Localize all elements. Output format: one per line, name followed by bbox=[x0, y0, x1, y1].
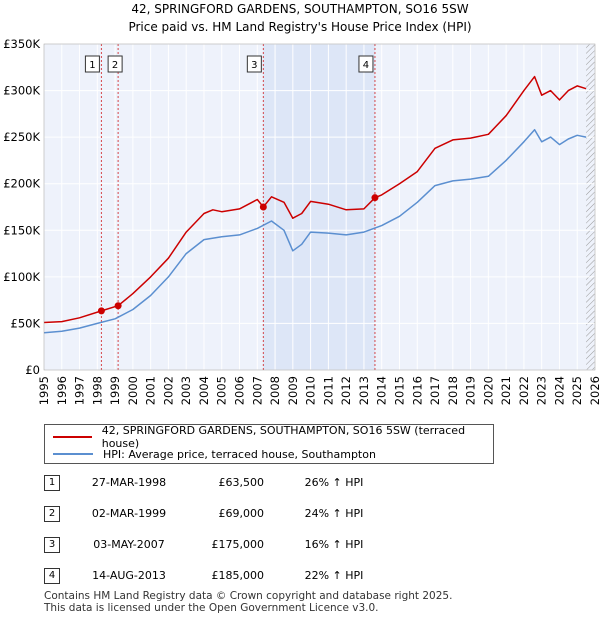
series-line bbox=[43, 75, 587, 324]
x-tick-label: 2009 bbox=[286, 376, 300, 405]
x-tick-label: 2020 bbox=[481, 376, 495, 405]
y-tick-label: £50K bbox=[11, 316, 41, 330]
legend-label-price-paid: 42, SPRINGFORD GARDENS, SOUTHAMPTON, SO1… bbox=[101, 424, 466, 450]
x-tick-label: 2011 bbox=[321, 376, 335, 405]
y-tick-label: £300K bbox=[3, 84, 40, 98]
marker-label: 1 bbox=[89, 60, 95, 71]
x-tick-label: 1997 bbox=[73, 376, 87, 405]
x-tick-label: 1998 bbox=[90, 376, 104, 405]
sale-point bbox=[97, 307, 105, 315]
x-tick-label: 2019 bbox=[464, 376, 478, 405]
marker-label: 2 bbox=[112, 60, 118, 71]
x-tick-label: 2023 bbox=[535, 376, 549, 405]
transaction-hpi-change: 26% ↑ HPI bbox=[304, 476, 364, 489]
x-tick-label: 2016 bbox=[410, 376, 424, 405]
transaction-price: £175,000 bbox=[211, 538, 265, 551]
y-tick-label: £350K bbox=[3, 37, 40, 51]
chart-title-line1: 42, SPRINGFORD GARDENS, SOUTHAMPTON, SO1… bbox=[131, 2, 469, 16]
footer-line-copyright: Contains HM Land Registry data © Crown c… bbox=[44, 590, 453, 602]
x-tick-label: 2001 bbox=[144, 376, 158, 405]
x-tick-label: 2013 bbox=[357, 376, 371, 405]
y-tick-label: £250K bbox=[3, 130, 40, 144]
x-tick-label: 1996 bbox=[55, 376, 69, 405]
x-tick-label: 1999 bbox=[108, 376, 122, 405]
sale-point bbox=[259, 203, 267, 211]
chart-legend: 42, SPRINGFORD GARDENS, SOUTHAMPTON, SO1… bbox=[44, 424, 494, 464]
table-row: 2 02-MAR-1999 £69,000 24% ↑ HPI bbox=[44, 503, 484, 525]
y-tick-label: £150K bbox=[3, 223, 40, 237]
footer-attribution: Contains HM Land Registry data © Crown c… bbox=[44, 590, 452, 614]
x-tick-label: 2021 bbox=[499, 376, 513, 405]
x-tick-label: 2005 bbox=[215, 376, 229, 405]
marker-label-box bbox=[107, 55, 123, 73]
x-tick-label: 2002 bbox=[161, 376, 175, 405]
x-tick-label: 2008 bbox=[268, 376, 282, 405]
x-tick-label: 2010 bbox=[304, 376, 318, 405]
legend-item-hpi: HPI: Average price, terraced house, Sout… bbox=[53, 446, 376, 462]
x-tick-label: 2015 bbox=[392, 376, 406, 405]
transaction-price: £69,000 bbox=[218, 507, 265, 520]
x-tick-label: 2007 bbox=[250, 376, 264, 405]
transaction-date: 03-MAY-2007 bbox=[93, 538, 165, 551]
marker-label-box bbox=[84, 55, 100, 73]
transaction-hpi-change: 16% ↑ HPI bbox=[304, 538, 364, 551]
chart-title-line2: Price paid vs. HM Land Registry's House … bbox=[128, 20, 472, 34]
legend-line-hpi bbox=[53, 453, 93, 455]
transaction-date: 02-MAR-1999 bbox=[91, 507, 167, 520]
transaction-number-badge: 2 bbox=[44, 506, 60, 522]
legend-label-hpi: HPI: Average price, terraced house, Sout… bbox=[103, 447, 376, 461]
table-row: 3 03-MAY-2007 £175,000 16% ↑ HPI bbox=[44, 534, 484, 556]
x-tick-label: 2012 bbox=[339, 376, 353, 405]
legend-line-price-paid bbox=[53, 436, 92, 438]
x-tick-label: 2003 bbox=[179, 376, 193, 405]
sale-point bbox=[114, 302, 122, 310]
legend-item-price-paid: 42, SPRINGFORD GARDENS, SOUTHAMPTON, SO1… bbox=[53, 424, 493, 450]
plot-frame bbox=[43, 43, 596, 371]
transaction-number-badge: 1 bbox=[44, 475, 60, 491]
transaction-number-badge: 4 bbox=[44, 568, 60, 584]
x-tick-label: 2014 bbox=[375, 376, 389, 405]
y-tick-label: £200K bbox=[3, 177, 40, 191]
sale-point bbox=[371, 194, 379, 202]
x-tick-label: 2017 bbox=[428, 376, 442, 405]
marker-label: 3 bbox=[251, 60, 257, 71]
x-tick-label: 2004 bbox=[197, 376, 211, 405]
marker-label: 4 bbox=[363, 60, 369, 71]
x-tick-label: 2006 bbox=[233, 376, 247, 405]
shaded-period bbox=[263, 44, 375, 370]
transaction-price: £63,500 bbox=[218, 476, 265, 489]
x-tick-label: 2000 bbox=[126, 376, 140, 405]
footer-line-licence: This data is licensed under the Open Gov… bbox=[44, 602, 379, 614]
y-tick-label: £100K bbox=[3, 270, 40, 284]
transaction-hpi-change: 24% ↑ HPI bbox=[304, 507, 364, 520]
x-tick-label: 2022 bbox=[517, 376, 531, 405]
table-row: 4 14-AUG-2013 £185,000 22% ↑ HPI bbox=[44, 565, 484, 587]
transaction-date: 14-AUG-2013 bbox=[92, 569, 166, 582]
x-tick-label: 2018 bbox=[446, 376, 460, 405]
transaction-hpi-change: 22% ↑ HPI bbox=[304, 569, 364, 582]
x-tick-label: 2026 bbox=[588, 376, 600, 405]
series-line bbox=[43, 128, 587, 334]
price-chart: £0 £50K £100K £150K £200K £250K £300K £350K 1995… bbox=[3, 37, 600, 405]
marker-label-box bbox=[246, 55, 262, 73]
y-tick-label: £0 bbox=[25, 363, 40, 377]
transaction-number-badge: 3 bbox=[44, 537, 60, 553]
x-tick-label: 1995 bbox=[37, 376, 51, 405]
hatched-region bbox=[586, 44, 595, 370]
transaction-price: £185,000 bbox=[211, 569, 265, 582]
x-tick-label: 2025 bbox=[570, 376, 584, 405]
x-tick-label: 2024 bbox=[552, 376, 566, 405]
transaction-date: 27-MAR-1998 bbox=[91, 476, 167, 489]
marker-label-box bbox=[358, 55, 374, 73]
table-row: 1 27-MAR-1998 £63,500 26% ↑ HPI bbox=[44, 472, 484, 494]
